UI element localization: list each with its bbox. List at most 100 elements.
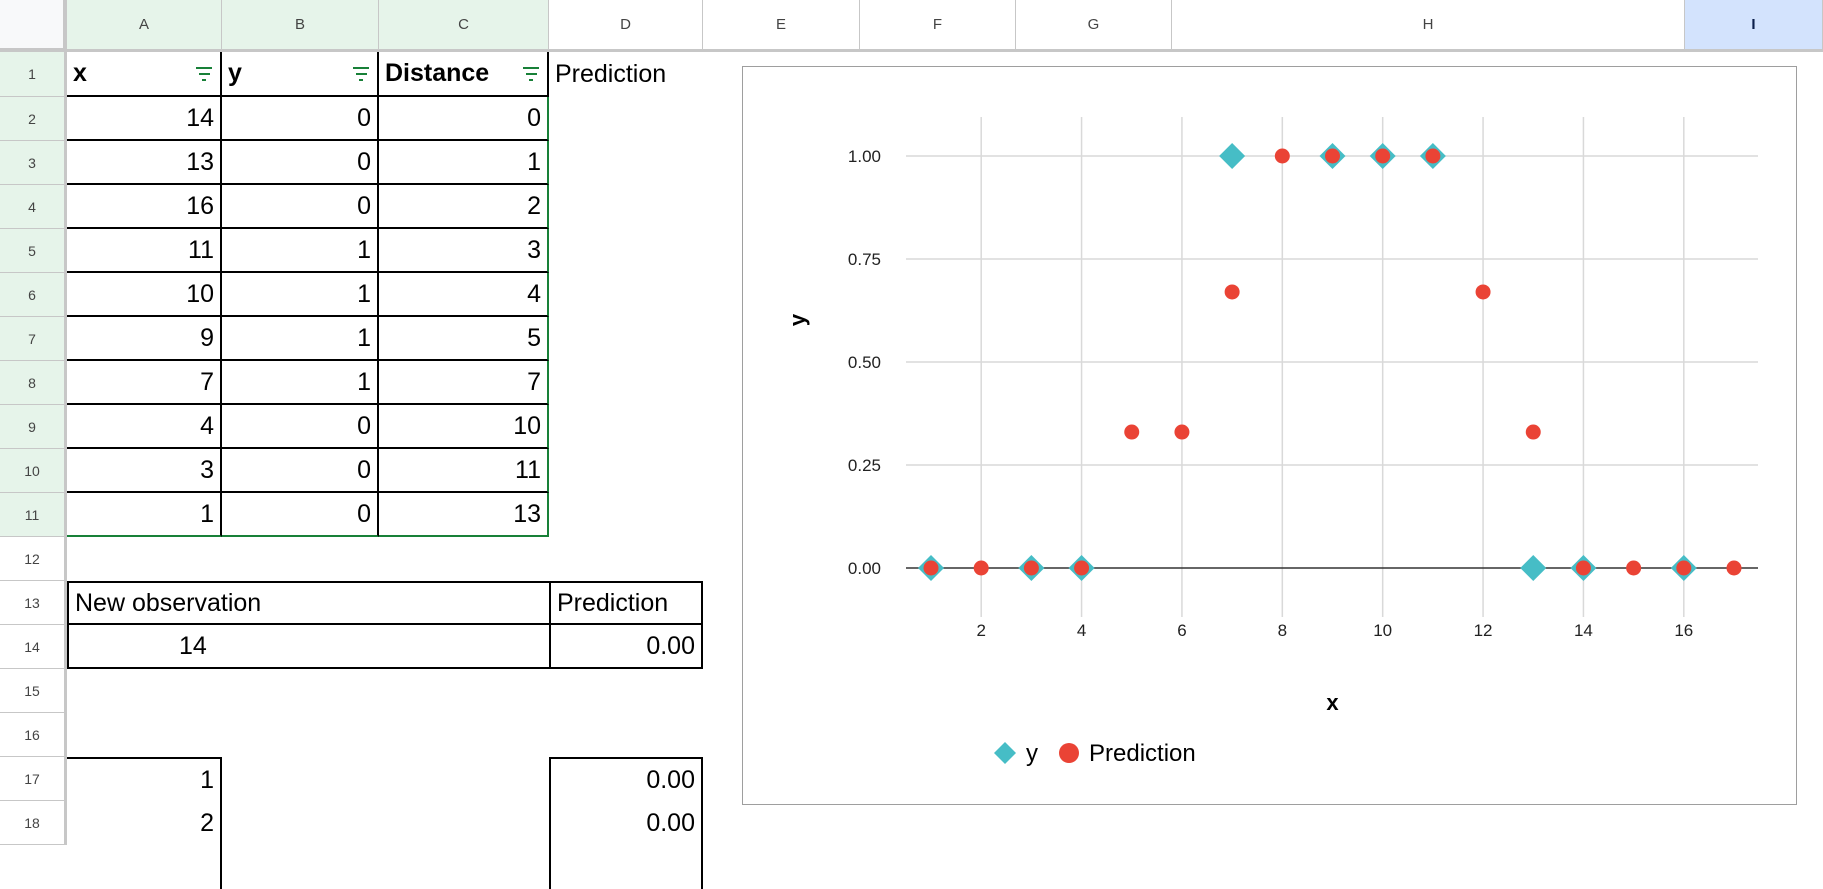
data-cell[interactable]: 16 <box>67 185 222 229</box>
data-cell[interactable]: 1 <box>379 141 549 185</box>
prediction-data-point <box>1726 560 1742 576</box>
data-cell-text: 1 <box>527 147 541 176</box>
data-cell[interactable]: 10 <box>379 405 549 449</box>
filter-icon[interactable] <box>521 66 541 81</box>
data-cell[interactable]: 3 <box>67 449 222 493</box>
row-header-1[interactable]: 1 <box>0 52 67 97</box>
new-observation-label-text: New observation <box>75 588 262 617</box>
grid-x-cell[interactable]: 2 <box>67 801 222 845</box>
data-cell[interactable]: 3 <box>379 229 549 273</box>
data-cell-text: 11 <box>515 455 541 484</box>
data-cell[interactable]: 1 <box>222 229 379 273</box>
row-header-10[interactable]: 10 <box>0 449 67 493</box>
row-header-6[interactable]: 6 <box>0 273 67 317</box>
y-data-point <box>1520 555 1547 581</box>
legend-y-diamond-icon <box>994 742 1016 764</box>
x-tick-label: 4 <box>1077 621 1086 640</box>
data-cell[interactable]: 0 <box>222 141 379 185</box>
new-observation-prediction[interactable]: 0.00 <box>549 625 703 669</box>
row-header-3[interactable]: 3 <box>0 141 67 185</box>
data-cell-text: 10 <box>513 411 541 440</box>
row-header-16[interactable]: 16 <box>0 713 67 757</box>
data-cell[interactable]: 7 <box>379 361 549 405</box>
data-cell[interactable]: 0 <box>222 97 379 141</box>
data-cell[interactable]: 2 <box>379 185 549 229</box>
data-cell[interactable]: 11 <box>67 229 222 273</box>
x-tick-label: 12 <box>1474 621 1493 640</box>
grid-x-cell[interactable] <box>67 845 222 889</box>
column-header-D[interactable]: D <box>549 0 703 52</box>
data-cell[interactable]: 13 <box>67 141 222 185</box>
column-header-G[interactable]: G <box>1016 0 1172 52</box>
data-cell[interactable]: 1 <box>222 273 379 317</box>
data-cell[interactable]: 1 <box>222 317 379 361</box>
row-header-13[interactable]: 13 <box>0 581 67 625</box>
prediction-data-point <box>923 560 939 576</box>
data-cell[interactable]: 0 <box>222 493 379 537</box>
y-data-point <box>1219 143 1246 169</box>
header-cell-x[interactable]: x <box>67 52 222 97</box>
data-cell[interactable]: 0 <box>222 449 379 493</box>
row-header-9[interactable]: 9 <box>0 405 67 449</box>
x-tick-label: 8 <box>1278 621 1287 640</box>
row-header-7[interactable]: 7 <box>0 317 67 361</box>
column-header-E[interactable]: E <box>703 0 860 52</box>
column-header-C[interactable]: C <box>379 0 549 52</box>
header-cell-prediction[interactable]: Prediction <box>549 52 703 97</box>
column-header-H[interactable]: H <box>1172 0 1685 52</box>
scatter-chart[interactable]: 2 4 6 8 10 12 14 16 0.00 0.25 0.50 0.75 1.00 x y y Predi… <box>742 66 1797 805</box>
grid-prediction-cell[interactable]: 0.00 <box>549 757 703 801</box>
y-tick-label: 0.25 <box>848 456 881 475</box>
row-header-12[interactable]: 12 <box>0 537 67 581</box>
new-observation-value[interactable]: 14 <box>67 625 549 669</box>
data-cell[interactable]: 0 <box>379 97 549 141</box>
prediction-data-point <box>973 560 989 576</box>
row-header-14[interactable]: 14 <box>0 625 67 669</box>
row-header-4[interactable]: 4 <box>0 185 67 229</box>
data-cell[interactable]: 0 <box>222 405 379 449</box>
data-cell[interactable]: 13 <box>379 493 549 537</box>
data-cell-text: 10 <box>186 279 214 308</box>
prediction-data-point <box>1475 284 1491 300</box>
filter-icon[interactable] <box>194 66 214 81</box>
column-header-F[interactable]: F <box>860 0 1016 52</box>
column-header-A[interactable]: A <box>67 0 222 52</box>
new-observation-prediction-text: 0.00 <box>646 631 695 660</box>
row-header-2[interactable]: 2 <box>0 97 67 141</box>
prediction-label[interactable]: Prediction <box>549 581 703 625</box>
header-cell-distance[interactable]: Distance <box>379 52 549 97</box>
header-cell-y[interactable]: y <box>222 52 379 97</box>
row-header-18[interactable]: 18 <box>0 801 67 845</box>
data-cell-text: 0 <box>357 411 371 440</box>
grid-x-cell[interactable]: 1 <box>67 757 222 801</box>
data-cell[interactable]: 14 <box>67 97 222 141</box>
data-cell[interactable]: 1 <box>222 361 379 405</box>
row-header-15[interactable]: 15 <box>0 669 67 713</box>
y-tick-label: 0.00 <box>848 559 881 578</box>
grid-prediction-cell[interactable] <box>549 845 703 889</box>
prediction-data-point <box>1425 148 1441 164</box>
data-cell[interactable]: 4 <box>379 273 549 317</box>
row-header-17[interactable]: 17 <box>0 757 67 801</box>
header-cell-y-text: y <box>228 59 242 87</box>
row-header-11[interactable]: 11 <box>0 493 67 537</box>
column-header-B[interactable]: B <box>222 0 379 52</box>
data-cell[interactable]: 1 <box>67 493 222 537</box>
filter-icon[interactable] <box>351 66 371 81</box>
grid-prediction-cell[interactable]: 0.00 <box>549 801 703 845</box>
data-cell[interactable]: 4 <box>67 405 222 449</box>
column-header-I[interactable]: I <box>1685 0 1823 52</box>
data-cell[interactable]: 5 <box>379 317 549 361</box>
select-all-corner[interactable] <box>0 0 67 52</box>
y-tick-label: 0.75 <box>848 250 881 269</box>
data-cell[interactable]: 9 <box>67 317 222 361</box>
data-cell[interactable]: 10 <box>67 273 222 317</box>
row-header-5[interactable]: 5 <box>0 229 67 273</box>
data-cell-text: 1 <box>200 499 214 528</box>
data-cell[interactable]: 0 <box>222 185 379 229</box>
new-observation-label[interactable]: New observation <box>67 581 549 625</box>
x-axis-label: x <box>1326 690 1339 715</box>
data-cell[interactable]: 7 <box>67 361 222 405</box>
data-cell[interactable]: 11 <box>379 449 549 493</box>
row-header-8[interactable]: 8 <box>0 361 67 405</box>
